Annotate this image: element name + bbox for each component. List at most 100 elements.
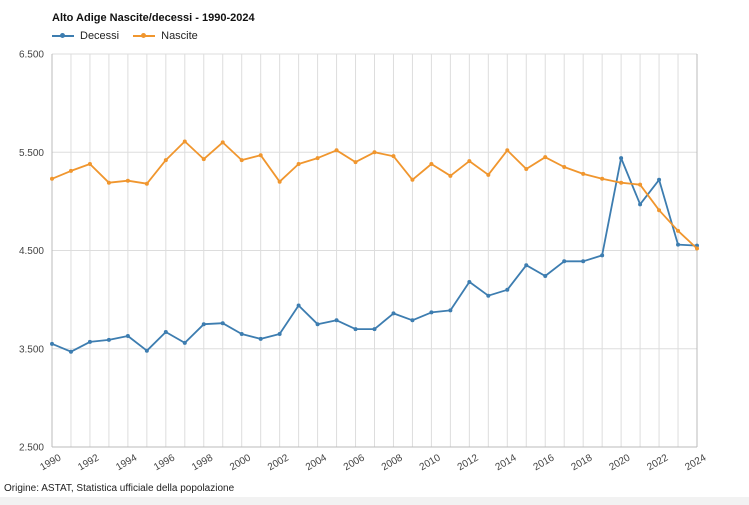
data-point-decessi	[144, 348, 149, 353]
data-point-decessi	[68, 349, 73, 354]
x-tick-label: 2024	[683, 452, 708, 473]
x-tick-label: 1990	[38, 452, 63, 473]
data-point-nascite	[505, 148, 510, 153]
data-point-nascite	[50, 176, 54, 181]
data-point-decessi	[353, 327, 358, 332]
data-point-nascite	[258, 153, 263, 158]
x-tick-label: 2006	[342, 452, 367, 473]
x-tick-label: 2000	[228, 452, 253, 473]
source-note: Origine: ASTAT, Statistica ufficiale del…	[4, 483, 235, 494]
legend-label-decessi: Decessi	[80, 30, 120, 42]
data-point-decessi	[258, 336, 263, 341]
data-point-nascite	[353, 160, 358, 165]
data-point-nascite	[676, 228, 681, 233]
data-point-nascite	[410, 177, 415, 182]
data-point-decessi	[315, 322, 320, 327]
data-point-decessi	[486, 293, 491, 298]
data-point-decessi	[106, 337, 111, 342]
data-point-decessi	[391, 311, 396, 316]
data-point-nascite	[486, 172, 491, 177]
data-point-nascite	[125, 178, 130, 183]
x-tick-label: 2002	[266, 452, 291, 473]
data-point-decessi	[600, 253, 605, 258]
data-point-nascite	[391, 154, 396, 159]
data-point-decessi	[50, 341, 54, 346]
data-point-nascite	[467, 159, 472, 164]
data-point-nascite	[277, 179, 282, 184]
y-tick-label: 6.500	[19, 50, 44, 61]
data-point-decessi	[87, 339, 92, 344]
data-point-nascite	[543, 155, 548, 160]
data-point-nascite	[220, 140, 225, 145]
data-point-decessi	[581, 259, 586, 264]
data-point-decessi	[657, 177, 662, 182]
data-point-decessi	[296, 303, 301, 308]
data-point-decessi	[524, 263, 529, 268]
data-point-nascite	[638, 182, 643, 187]
legend-label-nascite: Nascite	[161, 30, 198, 42]
data-point-decessi	[467, 279, 472, 284]
x-tick-label: 2020	[607, 452, 632, 473]
data-point-decessi	[239, 332, 244, 337]
x-tick-label: 1996	[152, 452, 177, 473]
data-point-decessi	[676, 242, 681, 247]
x-tick-label: 2022	[645, 452, 670, 473]
data-point-decessi	[163, 330, 168, 335]
data-point-nascite	[163, 158, 168, 163]
data-point-nascite	[524, 166, 529, 171]
data-point-nascite	[657, 208, 662, 213]
data-point-decessi	[201, 322, 206, 327]
data-point-decessi	[543, 274, 548, 279]
x-tick-label: 1992	[76, 452, 101, 473]
x-tick-label: 2012	[456, 452, 481, 473]
legend-swatch-decessi	[52, 33, 74, 38]
data-point-nascite	[87, 162, 92, 167]
data-point-decessi	[277, 332, 282, 337]
data-point-nascite	[600, 176, 605, 181]
data-point-nascite	[619, 180, 624, 185]
data-point-nascite	[315, 156, 320, 161]
data-point-decessi	[562, 259, 567, 264]
y-tick-label: 4.500	[19, 246, 44, 257]
data-point-nascite	[448, 173, 453, 178]
x-tick-label: 2010	[418, 452, 443, 473]
y-tick-label: 3.500	[19, 344, 44, 355]
data-point-decessi	[334, 318, 339, 323]
legend-item-decessi[interactable]: Decessi	[52, 30, 119, 42]
data-point-nascite	[201, 157, 206, 162]
data-point-nascite	[372, 150, 377, 155]
chart-title: Alto Adige Nascite/decessi - 1990-2024	[52, 12, 255, 24]
data-point-nascite	[695, 246, 699, 251]
y-tick-label: 2.500	[19, 443, 44, 454]
legend-swatch-nascite	[133, 33, 156, 38]
data-point-decessi	[638, 202, 643, 207]
x-tick-label: 2016	[532, 452, 557, 473]
legend-item-nascite[interactable]: Nascite	[133, 30, 198, 42]
data-point-decessi	[410, 318, 415, 323]
x-tick-label: 2018	[570, 452, 595, 473]
data-point-nascite	[106, 180, 111, 185]
data-point-nascite	[239, 158, 244, 163]
data-point-nascite	[68, 168, 73, 173]
data-point-decessi	[182, 340, 187, 345]
data-point-decessi	[125, 333, 130, 338]
x-tick-label: 1994	[114, 452, 139, 473]
data-point-decessi	[220, 321, 225, 326]
data-point-nascite	[562, 164, 567, 169]
x-tick-label: 2014	[494, 452, 519, 473]
data-point-nascite	[296, 162, 301, 167]
bottom-strip	[0, 497, 749, 505]
legend: Decessi Nascite	[52, 30, 198, 42]
data-point-decessi	[372, 327, 377, 332]
data-point-decessi	[429, 310, 434, 315]
data-point-nascite	[144, 181, 149, 186]
x-tick-label: 1998	[190, 452, 215, 473]
x-tick-label: 2008	[380, 452, 405, 473]
data-point-nascite	[429, 162, 434, 167]
y-tick-label: 5.500	[19, 148, 44, 159]
data-point-decessi	[448, 308, 453, 313]
data-point-decessi	[619, 156, 624, 161]
x-tick-label: 2004	[304, 452, 329, 473]
data-point-nascite	[334, 148, 339, 153]
data-point-decessi	[505, 287, 510, 292]
